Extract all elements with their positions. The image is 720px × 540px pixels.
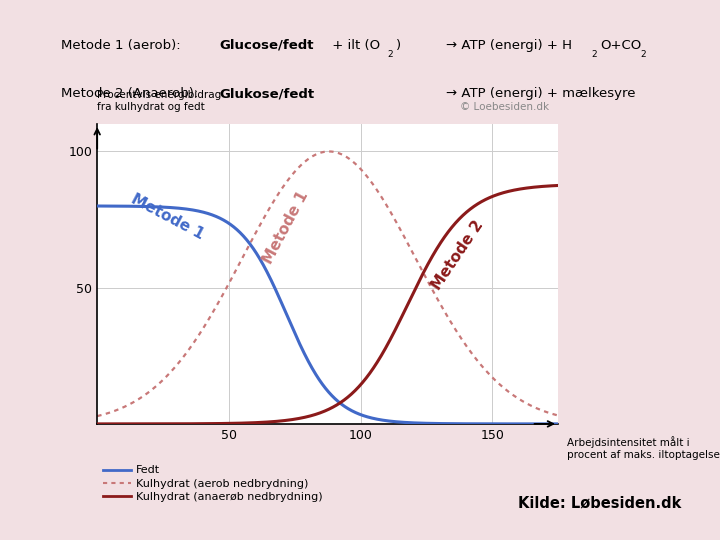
Text: O+CO: O+CO [600, 38, 641, 52]
Text: © Loebesiden.dk: © Loebesiden.dk [459, 102, 549, 112]
Text: Kilde: Løbesiden.dk: Kilde: Løbesiden.dk [518, 495, 682, 510]
Text: 2: 2 [387, 50, 393, 59]
Text: Metode 2: Metode 2 [429, 218, 486, 293]
Text: Procentvis energibidrag
fra kulhydrat og fedt: Procentvis energibidrag fra kulhydrat og… [97, 90, 222, 112]
Text: Glucose/fedt: Glucose/fedt [220, 38, 314, 52]
Text: → ATP (energi) + H: → ATP (energi) + H [446, 38, 572, 52]
Text: → ATP (energi) + mælkesyre: → ATP (energi) + mælkesyre [446, 87, 636, 100]
Text: Metode 1 (aerob):: Metode 1 (aerob): [61, 38, 181, 52]
Text: Glukose/fedt: Glukose/fedt [220, 87, 315, 100]
Text: Arbejdsintensitet målt i
procent af maks. iltoptagelse: Arbejdsintensitet målt i procent af maks… [567, 436, 720, 460]
Text: Metode 2 (Anaerob):: Metode 2 (Anaerob): [61, 87, 199, 100]
Legend: Fedt, Kulhydrat (aerob nedbrydning), Kulhydrat (anaerøb nedbrydning): Fedt, Kulhydrat (aerob nedbrydning), Kul… [103, 465, 323, 502]
Text: Metode 1: Metode 1 [261, 189, 311, 267]
Text: 2: 2 [641, 50, 647, 59]
Text: Metode 1: Metode 1 [129, 191, 207, 242]
Text: + ilt (O: + ilt (O [328, 38, 379, 52]
Text: 2: 2 [592, 50, 598, 59]
Text: ): ) [396, 38, 401, 52]
